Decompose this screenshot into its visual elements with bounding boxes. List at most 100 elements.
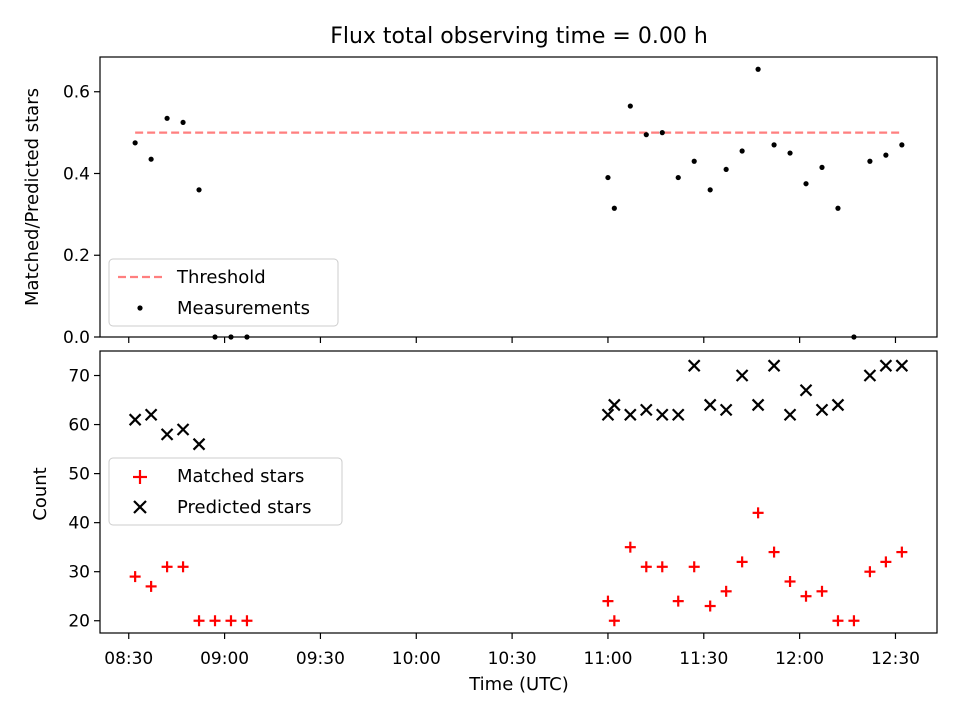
matched-stars-point [624, 541, 636, 553]
matched-stars-point [688, 561, 700, 573]
matched-stars-point [896, 546, 908, 558]
x-axis-label: Time (UTC) [468, 674, 569, 695]
count-axes-frame [99, 350, 938, 634]
predicted-stars-point [799, 383, 813, 397]
x-tick-label: 10:00 [392, 649, 441, 669]
predicted-stars-point [703, 398, 717, 412]
predicted-stars-point [144, 408, 158, 422]
x-tick-label: 11:30 [679, 649, 728, 669]
ratio-legend-box [108, 258, 339, 327]
predicted-stars-point [831, 398, 845, 412]
x-tick-label: 09:00 [200, 649, 249, 669]
chart-title: Flux total observing time = 0.00 h [330, 24, 708, 49]
measurement-point [803, 181, 809, 187]
measurement-point [605, 174, 611, 181]
matched-stars-point [129, 571, 141, 583]
y-tick-label: 50 [68, 465, 90, 485]
measurement-point [691, 158, 697, 164]
predicted-stars-point [879, 359, 893, 372]
measurement-point [739, 148, 745, 154]
legend-predicted-swatch [133, 500, 147, 514]
measurement-point [771, 142, 777, 148]
measurement-point [819, 164, 825, 170]
matched-stars-point [848, 615, 860, 627]
y-tick-label: 0.0 [63, 328, 90, 348]
measurement-point [643, 132, 649, 138]
ratio-panel: 0.0 0.2 0.4 0.6 Matched/Predicted stars Thr… [22, 56, 938, 348]
matched-stars-point [177, 561, 189, 573]
legend-threshold-label: Threshold [176, 267, 266, 288]
predicted-stars-point [176, 423, 190, 436]
predicted-stars-point [160, 428, 174, 441]
predicted-stars-point [735, 369, 749, 382]
measurement-point [899, 142, 905, 148]
ratio-x-ticks [128, 337, 897, 343]
y-tick-label: 30 [68, 563, 90, 583]
ratio-y-label: Matched/Predicted stars [22, 88, 43, 306]
measurement-point [164, 115, 170, 121]
y-tick-label: 0.2 [63, 246, 90, 266]
predicted-stars-point [751, 398, 765, 412]
count-x-ticks: 08:30 09:00 09:30 10:00 10:30 11:00 11:30 12:00… [104, 633, 920, 669]
x-tick-label: 10:30 [488, 649, 537, 669]
predicted-stars-point [601, 408, 615, 422]
measurement-point [787, 150, 793, 156]
measurement-point [196, 187, 202, 193]
matched-stars-point [720, 585, 732, 597]
predicted-stars-point [128, 413, 142, 426]
matched-stars-point [880, 556, 892, 568]
predicted-stars-point [655, 408, 669, 422]
measurement-point [723, 166, 729, 173]
measurement-point [755, 66, 761, 72]
x-tick-label: 09:30 [296, 649, 345, 669]
legend-predicted-label: Predicted stars [177, 497, 311, 518]
measurement-point [627, 103, 633, 109]
matched-stars-point [161, 561, 173, 573]
predicted-stars-point [624, 408, 637, 422]
y-tick-label: 0.6 [63, 83, 90, 103]
y-tick-label: 40 [68, 514, 90, 534]
ratio-legend: Threshold Measurements [108, 258, 339, 327]
count-y-label: Count [30, 467, 51, 520]
count-legend: Matched stars Predicted stars [108, 457, 343, 526]
count-panel: 20 30 40 50 60 70 08:30 09:00 09:30 10:00 10:30 11… [30, 350, 938, 695]
measurement-point [180, 119, 186, 126]
predicted-stars-point [895, 359, 909, 372]
matched-stars-point [193, 615, 205, 627]
predicted-stars-point [815, 403, 829, 417]
y-tick-label: 70 [68, 367, 90, 387]
y-tick-label: 60 [68, 416, 90, 436]
measurement-point [867, 158, 873, 164]
measurement-point [148, 156, 154, 162]
predicted-stars-point [863, 369, 877, 382]
x-tick-label: 12:00 [775, 649, 824, 669]
predicted-stars-point [783, 408, 797, 422]
x-tick-label: 12:30 [871, 649, 920, 669]
matched-stars-point [736, 556, 748, 568]
legend-measurements-swatch [137, 305, 143, 311]
ratio-axes-frame [99, 56, 938, 338]
matched-stars-point [864, 566, 876, 578]
matched-stars-point [784, 576, 796, 588]
matched-stars-point [145, 580, 157, 592]
measurement-point [659, 130, 665, 136]
predicted-stars-point [767, 359, 781, 372]
y-tick-label: 0.4 [63, 164, 90, 184]
predicted-stars-point [671, 408, 685, 422]
count-marks [128, 359, 909, 627]
matched-stars-point [832, 615, 844, 627]
matched-stars-point [209, 615, 221, 627]
legend-measurements-label: Measurements [177, 298, 310, 319]
x-tick-label: 11:00 [583, 649, 632, 669]
predicted-stars-point [640, 403, 653, 417]
measurement-point [132, 140, 138, 146]
measurement-point [707, 187, 713, 193]
y-tick-label: 20 [68, 612, 90, 632]
matched-stars-point [752, 507, 764, 519]
predicted-stars-point [687, 359, 701, 372]
matched-stars-point [602, 595, 614, 607]
legend-matched-label: Matched stars [177, 466, 304, 487]
legend-matched-swatch [133, 470, 147, 484]
predicted-stars-point [719, 403, 733, 417]
